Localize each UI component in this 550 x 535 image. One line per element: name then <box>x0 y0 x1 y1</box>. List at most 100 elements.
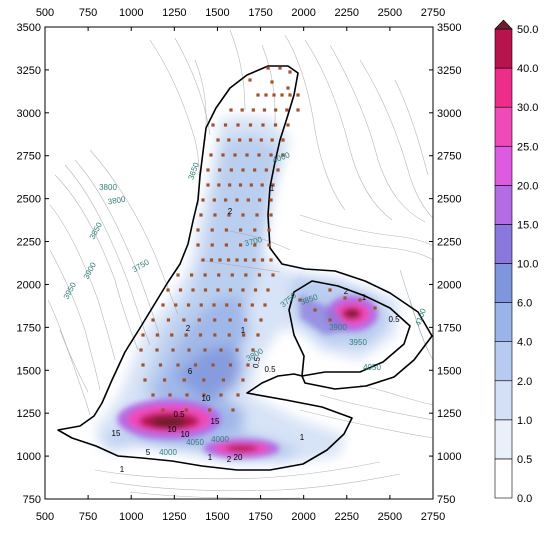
receptor-point <box>228 363 233 367</box>
receptor-point <box>185 393 189 397</box>
receptor-point <box>246 363 250 367</box>
receptor-point <box>189 273 194 277</box>
receptor-point <box>236 393 240 397</box>
concentration-label: 2 <box>228 207 233 216</box>
x-tick-label-bottom: 2250 <box>335 511 359 523</box>
concentration-label: 1 <box>300 433 305 442</box>
receptor-point <box>285 108 289 112</box>
elevation-contour-label: 4000 <box>211 435 229 444</box>
receptor-point <box>238 183 243 187</box>
receptor-point <box>211 363 215 367</box>
receptor-point <box>264 168 268 172</box>
receptor-point <box>358 298 362 302</box>
x-tick-label-top: 750 <box>79 7 97 19</box>
receptor-point <box>141 333 145 337</box>
terrain-contour-line <box>109 473 401 492</box>
receptor-point <box>227 138 231 142</box>
receptor-point <box>217 273 221 277</box>
receptor-point <box>270 80 274 84</box>
receptor-point <box>241 168 245 172</box>
receptor-point <box>141 363 145 367</box>
receptor-point <box>313 308 317 312</box>
receptor-point <box>278 66 282 70</box>
concentration-label: 0.5 <box>251 356 262 369</box>
colorbar-label: 40.0 <box>517 63 538 75</box>
colorbar-label: 50.0 <box>517 24 538 36</box>
hotspot-east-core <box>346 310 357 317</box>
concentration-label: 15 <box>211 417 220 426</box>
colorbar-segment <box>494 302 513 342</box>
receptor-point <box>248 78 252 82</box>
receptor-point <box>213 318 217 322</box>
receptor-point <box>168 393 172 397</box>
receptor-point <box>266 288 270 292</box>
concentration-label: 2 <box>186 324 191 333</box>
colorbar-segment <box>494 458 513 499</box>
terrain-contour-line <box>64 164 151 346</box>
terrain-contour-line <box>229 29 246 111</box>
colorbar-label: 25.0 <box>517 141 538 153</box>
receptor-point <box>288 70 292 74</box>
field-band <box>175 345 245 400</box>
concentration-label: 10 <box>168 425 177 434</box>
elevation-contour-label: 4050 <box>363 363 381 372</box>
receptor-point <box>230 273 234 277</box>
receptor-point <box>209 258 214 262</box>
receptor-point <box>201 198 205 202</box>
y-tick-label-left: 3250 <box>17 65 41 77</box>
concentration-label: 10 <box>202 394 211 403</box>
receptor-point <box>241 288 245 292</box>
receptor-point <box>280 93 284 97</box>
receptor-point <box>238 138 242 142</box>
receptor-point <box>224 228 228 232</box>
colorbar-segment <box>494 67 513 108</box>
receptor-points <box>139 66 377 412</box>
receptor-point <box>216 288 220 292</box>
receptor-point <box>240 108 244 112</box>
concentration-label: 0.5 <box>173 410 185 419</box>
y-tick-label-left: 2500 <box>17 194 41 206</box>
concentration-label: 2 <box>227 455 232 464</box>
terrain-contour-line <box>174 37 211 136</box>
receptor-point <box>210 228 214 232</box>
terrain-contour-line <box>299 409 433 439</box>
receptor-point <box>373 306 377 310</box>
receptor-point <box>258 198 262 202</box>
receptor-point <box>276 168 280 172</box>
receptor-point <box>298 298 302 302</box>
receptor-point <box>226 258 231 262</box>
terrain-contour-line <box>319 394 433 421</box>
receptor-point <box>161 408 165 412</box>
receptor-point <box>182 318 186 322</box>
receptor-point <box>166 288 170 292</box>
y-tick-label-left: 2750 <box>17 151 41 163</box>
receptor-point <box>202 393 206 397</box>
receptor-point <box>244 273 248 277</box>
concentration-field <box>95 115 400 462</box>
y-tick-label-left: 2250 <box>17 237 41 249</box>
receptor-point <box>170 333 174 337</box>
receptor-point <box>155 348 159 352</box>
y-tick-label-left: 3000 <box>17 108 41 120</box>
x-tick-label-bottom: 2500 <box>378 511 402 523</box>
receptor-point <box>182 378 186 382</box>
y-tick-label-right: 2750 <box>437 151 461 163</box>
receptor-point <box>203 288 208 292</box>
colorbar: 0.0 0.5 1.0 2.0 4.0 6.0 10.0 15.0 20.0 25.0 30.0 40… <box>494 19 538 505</box>
receptor-point <box>193 363 198 367</box>
field-hotspots <box>117 295 378 459</box>
terrain-contour-line <box>299 214 433 247</box>
terrain-contour-line <box>47 299 91 416</box>
colorbar-extend-triangle <box>494 19 513 30</box>
receptor-point <box>239 243 243 247</box>
receptor-point <box>178 288 183 292</box>
terrain-contour-line <box>54 174 139 351</box>
receptor-point <box>221 378 225 382</box>
concentration-label: 1 <box>270 184 275 193</box>
receptor-point <box>224 198 228 202</box>
y-tick-label-right: 2000 <box>437 279 461 291</box>
y-tick-label-left: 750 <box>23 494 41 506</box>
concentration-label: 1 <box>362 293 367 302</box>
receptor-point <box>271 273 275 277</box>
